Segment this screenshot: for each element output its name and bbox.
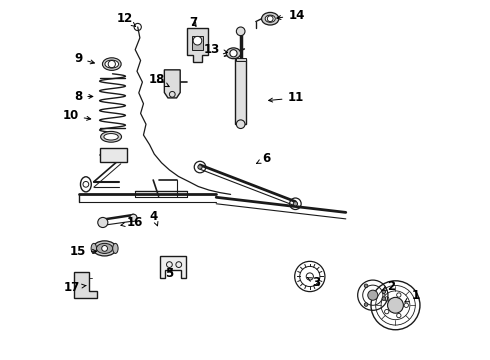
Ellipse shape [91, 243, 97, 253]
Text: 17: 17 [64, 281, 86, 294]
Circle shape [385, 297, 389, 301]
Circle shape [230, 50, 237, 57]
Circle shape [130, 214, 137, 221]
Circle shape [385, 310, 389, 314]
Circle shape [382, 290, 386, 294]
Circle shape [236, 27, 245, 36]
Ellipse shape [100, 131, 122, 142]
Bar [236, 58, 245, 61]
Ellipse shape [113, 243, 118, 253]
Text: 15: 15 [70, 245, 97, 258]
Text: 18: 18 [148, 73, 169, 87]
Text: 2: 2 [382, 280, 395, 293]
Circle shape [388, 297, 403, 313]
Ellipse shape [104, 134, 118, 140]
Text: 9: 9 [74, 52, 95, 65]
Text: 5: 5 [166, 267, 174, 280]
Circle shape [397, 293, 401, 297]
Ellipse shape [102, 58, 121, 71]
Text: 3: 3 [307, 276, 321, 289]
Text: 14: 14 [277, 9, 305, 22]
Ellipse shape [226, 48, 241, 59]
Text: 4: 4 [149, 210, 158, 226]
Ellipse shape [97, 243, 113, 253]
Text: 12: 12 [117, 12, 136, 27]
Circle shape [293, 202, 297, 206]
Circle shape [193, 36, 202, 45]
Polygon shape [160, 256, 186, 278]
Circle shape [364, 303, 368, 306]
Polygon shape [164, 70, 180, 98]
Ellipse shape [262, 12, 279, 25]
Text: 7: 7 [189, 16, 197, 29]
Ellipse shape [105, 60, 119, 68]
Circle shape [236, 120, 245, 129]
Text: 16: 16 [121, 216, 143, 229]
Circle shape [102, 246, 107, 251]
Bar [235, 59, 246, 124]
Bar [192, 36, 203, 50]
Ellipse shape [93, 241, 116, 256]
Circle shape [198, 165, 202, 169]
Bar [100, 148, 127, 162]
Circle shape [368, 290, 378, 300]
Circle shape [397, 314, 401, 318]
Circle shape [306, 273, 314, 280]
Text: 13: 13 [203, 43, 227, 56]
Polygon shape [187, 28, 208, 62]
Ellipse shape [265, 15, 275, 22]
Circle shape [382, 297, 386, 300]
Circle shape [98, 217, 108, 228]
Text: 11: 11 [269, 91, 304, 104]
Polygon shape [74, 272, 97, 298]
Circle shape [364, 284, 368, 288]
Text: 10: 10 [62, 109, 91, 122]
Text: 1: 1 [405, 289, 419, 302]
Text: 6: 6 [257, 152, 270, 165]
Circle shape [404, 303, 409, 307]
Text: 8: 8 [74, 90, 93, 103]
